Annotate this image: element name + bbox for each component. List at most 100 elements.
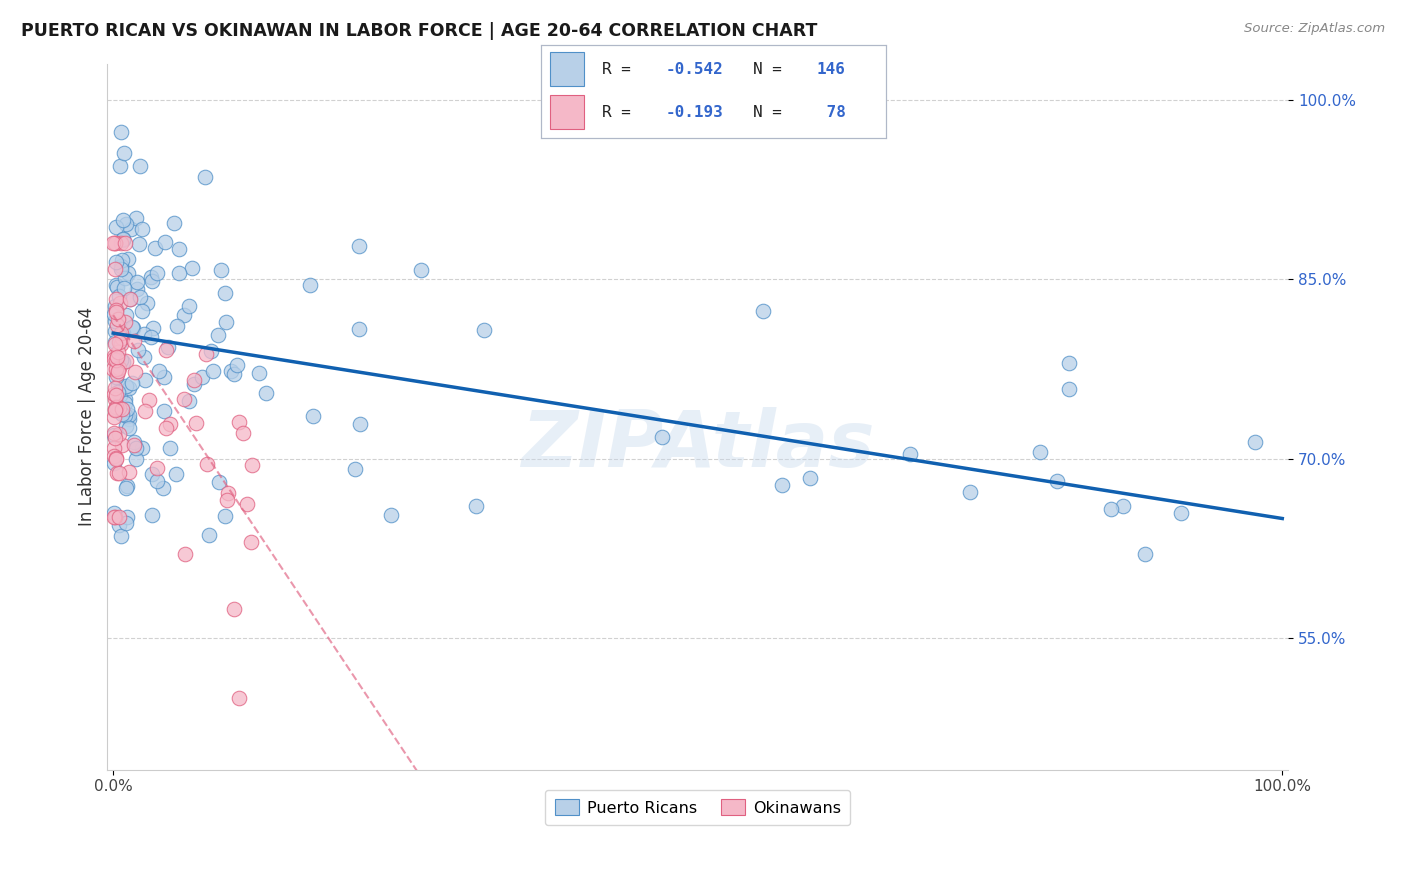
Point: [380, 508, 402, 522]
Point: [1099, 502, 1122, 516]
Point: [111, 232, 134, 246]
Point: [122, 334, 145, 348]
Point: [1046, 474, 1069, 488]
Text: N =: N =: [754, 104, 792, 120]
Point: [107, 344, 129, 359]
Point: [114, 315, 136, 329]
Point: [177, 394, 200, 409]
Point: [128, 236, 150, 251]
Point: [118, 465, 141, 479]
Point: [121, 319, 143, 334]
Point: [105, 370, 128, 384]
Point: [1112, 500, 1135, 514]
Text: 78: 78: [817, 104, 846, 120]
Point: [103, 409, 125, 424]
Point: [118, 292, 141, 306]
Point: [228, 415, 250, 429]
Point: [177, 299, 200, 313]
Point: [184, 417, 207, 431]
Point: [103, 349, 125, 363]
Point: [104, 403, 127, 417]
Point: [217, 485, 239, 500]
Point: [138, 393, 160, 408]
Point: [108, 510, 131, 524]
Point: [105, 388, 128, 402]
Point: [125, 451, 148, 466]
Point: [103, 426, 125, 441]
Point: [110, 388, 132, 402]
Point: [183, 374, 205, 388]
Point: [105, 318, 128, 333]
Point: [898, 447, 921, 461]
Point: [198, 527, 221, 541]
Text: Source: ZipAtlas.com: Source: ZipAtlas.com: [1244, 22, 1385, 36]
Point: [1170, 506, 1192, 520]
Point: [115, 479, 138, 493]
Point: [236, 497, 259, 511]
Point: [200, 343, 222, 358]
Point: [127, 275, 149, 289]
Point: [143, 241, 166, 255]
Point: [103, 506, 125, 520]
Point: [224, 601, 246, 615]
Point: [107, 312, 129, 326]
Point: [111, 253, 134, 268]
Point: [110, 259, 132, 273]
Point: [103, 387, 125, 401]
Point: [167, 242, 190, 256]
Point: [118, 292, 141, 306]
Point: [114, 145, 136, 160]
Point: [104, 392, 127, 406]
Point: [114, 396, 136, 410]
Point: [105, 350, 128, 364]
Point: [105, 451, 128, 466]
Point: [232, 425, 254, 440]
Text: -0.193: -0.193: [665, 104, 723, 120]
Point: [132, 350, 155, 364]
Point: [108, 289, 131, 303]
Point: [122, 438, 145, 452]
Point: [159, 417, 181, 431]
Point: [117, 266, 139, 280]
Point: [115, 419, 138, 434]
Point: [752, 304, 775, 318]
Text: N =: N =: [754, 62, 792, 78]
Point: [472, 323, 495, 337]
Bar: [550, 95, 585, 129]
Text: R =: R =: [602, 104, 640, 120]
Point: [103, 308, 125, 322]
Point: [141, 330, 163, 344]
Point: [105, 255, 128, 269]
Text: 146: 146: [817, 62, 846, 78]
Point: [155, 421, 177, 435]
Point: [108, 427, 131, 442]
Point: [155, 343, 177, 357]
Point: [141, 467, 163, 481]
Point: [115, 401, 138, 416]
Point: [104, 381, 127, 395]
Point: [194, 347, 217, 361]
Point: [108, 296, 131, 310]
Point: [1243, 434, 1265, 449]
Text: R =: R =: [602, 62, 640, 78]
Point: [1029, 445, 1052, 459]
Point: [208, 475, 231, 489]
Point: [115, 510, 138, 524]
Point: [194, 169, 217, 184]
Point: [110, 352, 132, 367]
Point: [118, 411, 141, 425]
Point: [105, 362, 128, 376]
Point: [110, 236, 132, 251]
Point: [105, 302, 128, 317]
Point: [134, 403, 156, 417]
Point: [115, 308, 138, 322]
Point: [110, 326, 132, 340]
Point: [104, 402, 127, 417]
Point: [134, 327, 156, 342]
Point: [240, 535, 263, 549]
Point: [107, 353, 129, 368]
Point: [228, 690, 250, 705]
Point: [104, 324, 127, 338]
Point: [112, 355, 135, 369]
Point: [110, 331, 132, 345]
